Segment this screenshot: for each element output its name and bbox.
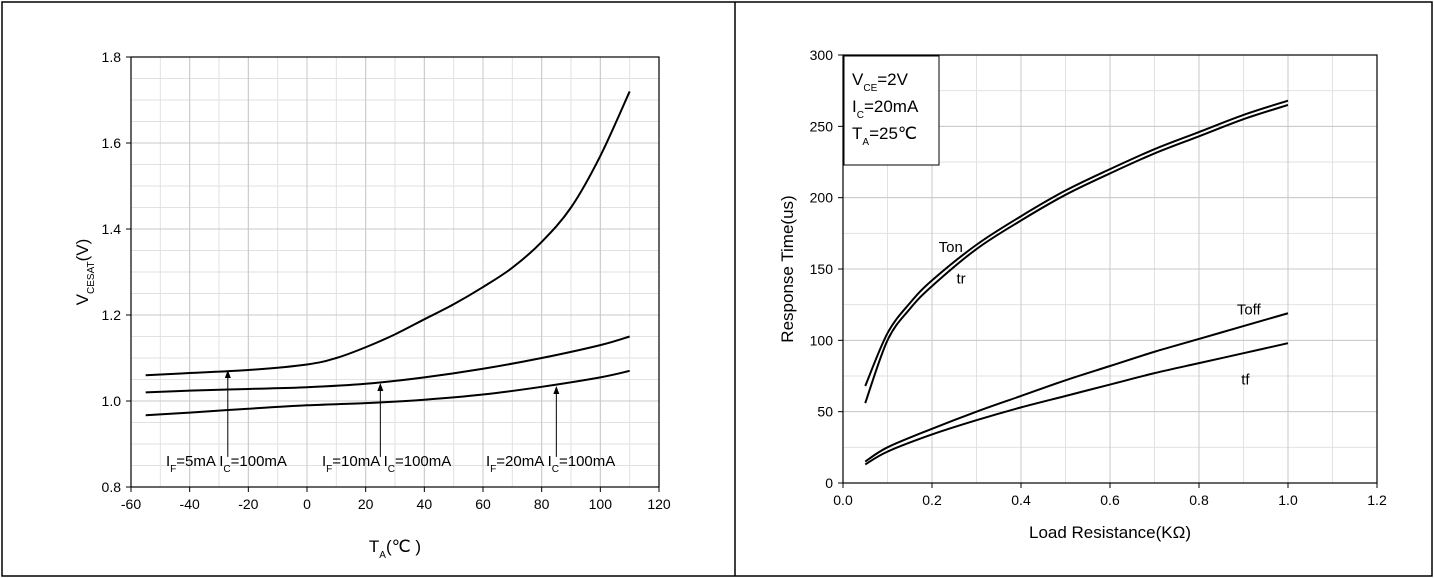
annotation-arrow-head <box>224 370 231 379</box>
x-tick-label: 1.0 <box>1278 492 1298 508</box>
x-tick-label: 60 <box>475 496 491 512</box>
condition-text: IC=20mA <box>852 97 919 121</box>
annotation-arrow-head <box>377 382 384 391</box>
y-tick-label: 0 <box>825 475 833 491</box>
y-tick-label: 300 <box>810 47 834 63</box>
y-tick-label: 150 <box>810 261 834 277</box>
condition-annotation: IF=5mA IC=100mA <box>166 453 287 475</box>
x-tick-label: 100 <box>589 496 613 512</box>
response-time-vs-load-chart: 0.0 0.2 0.4 0.6 0.8 1.0 1.2 0 50 100 150 200 250 300 L… <box>778 47 1387 542</box>
plot-frame <box>130 56 660 488</box>
vcesat-vs-temperature-chart: -60 -40 -20 0 20 40 60 80 100 120 0.8 1.0 1.2 1.4 1.6 1… <box>73 49 671 561</box>
y-axis-label: VCESAT(V) <box>73 239 97 306</box>
x-tick-label: -40 <box>180 496 200 512</box>
x-tick-label: 20 <box>358 496 374 512</box>
x-tick-label: 120 <box>647 496 671 512</box>
series-line-toff <box>864 312 1289 463</box>
y-tick-label: 50 <box>817 404 833 420</box>
y-tick-label: 200 <box>810 190 834 206</box>
x-tick-label: 0.8 <box>1189 492 1209 508</box>
condition-annotation: IF=10mA IC=100mA <box>322 453 451 475</box>
condition-annotation: IF=20mA IC=100mA <box>486 453 615 475</box>
y-tick-label: 1.8 <box>102 49 122 65</box>
x-tick-label: 1.2 <box>1367 492 1387 508</box>
x-tick-label: 80 <box>534 496 550 512</box>
series-label-tr: tr <box>956 270 965 287</box>
x-tick-label: 0 <box>303 496 311 512</box>
conditions-box <box>843 55 940 166</box>
y-tick-label: 250 <box>810 118 834 134</box>
series-line-tf <box>864 342 1289 466</box>
series-line-3 <box>145 369 630 417</box>
y-tick-label: 1.6 <box>102 135 122 151</box>
series-line-ton <box>864 99 1289 387</box>
annotation-arrow-head <box>553 385 560 394</box>
x-axis-label: TA(℃ ) <box>369 537 421 561</box>
x-tick-label: -60 <box>121 496 141 512</box>
y-tick-label: 1.0 <box>102 393 122 409</box>
condition-text: TA=25℃ <box>852 124 917 148</box>
y-tick-label: 1.4 <box>102 221 122 237</box>
x-tick-label: 0.2 <box>922 492 942 508</box>
x-tick-label: 40 <box>417 496 433 512</box>
x-tick-label: -20 <box>238 496 258 512</box>
series-line-tr <box>864 103 1289 404</box>
series-line-2 <box>145 335 630 394</box>
x-axis-label: Load Resistance(KΩ) <box>1029 523 1191 542</box>
condition-text: VCE=2V <box>852 70 909 94</box>
y-tick-label: 0.8 <box>102 479 122 495</box>
series-label-toff: Toff <box>1237 302 1262 319</box>
y-tick-label: 1.2 <box>102 307 122 323</box>
series-line-1 <box>145 90 631 377</box>
x-tick-label: 0.4 <box>1011 492 1031 508</box>
x-tick-label: 0.6 <box>1100 492 1120 508</box>
x-tick-label: 0.0 <box>833 492 853 508</box>
y-axis-label: Response Time(us) <box>778 195 797 342</box>
series-label-tf: tf <box>1241 372 1250 389</box>
y-tick-label: 100 <box>810 332 834 348</box>
series-label-ton: Ton <box>939 239 963 256</box>
